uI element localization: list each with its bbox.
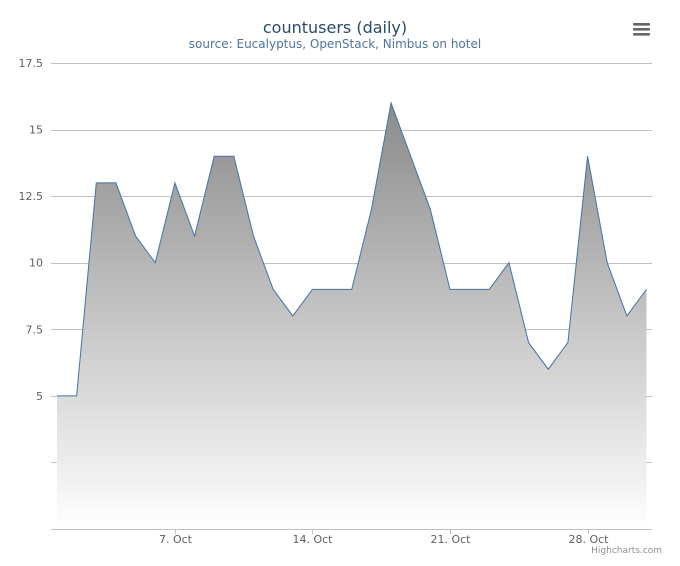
y-tick-label: 7.5 (26, 323, 44, 336)
y-tick-label: 12.5 (19, 190, 44, 203)
x-tick-label: 7. Oct (159, 533, 193, 546)
y-tick-label: 15 (29, 124, 43, 137)
data-point[interactable] (367, 205, 375, 213)
data-point[interactable] (112, 179, 120, 187)
data-point[interactable] (289, 312, 297, 320)
data-point[interactable] (269, 285, 277, 293)
data-point[interactable] (426, 205, 434, 213)
y-tick-label: 10 (29, 257, 43, 270)
chart-title: countusers (daily) (263, 18, 407, 37)
y-tick-label: 17.5 (19, 57, 44, 70)
data-point[interactable] (151, 259, 159, 267)
data-point[interactable] (191, 232, 199, 240)
data-point[interactable] (387, 99, 395, 107)
data-point[interactable] (92, 179, 100, 187)
data-point[interactable] (505, 259, 513, 267)
data-point[interactable] (308, 285, 316, 293)
series-area-fill (57, 102, 647, 529)
data-point[interactable] (348, 285, 356, 293)
data-point[interactable] (466, 285, 474, 293)
x-tick-label: 14. Oct (292, 533, 333, 546)
data-point[interactable] (328, 285, 336, 293)
x-tick-label: 28. Oct (568, 533, 609, 546)
data-point[interactable] (525, 339, 533, 347)
credits-link[interactable]: Highcharts.com (591, 546, 662, 556)
data-point[interactable] (623, 312, 631, 320)
data-point[interactable] (73, 392, 81, 400)
data-point[interactable] (132, 232, 140, 240)
y-axis-labels: 17.5 15 12.5 10 7.5 5 (19, 57, 44, 403)
series-line (57, 101, 647, 397)
data-point[interactable] (407, 152, 415, 160)
data-point[interactable] (53, 392, 61, 400)
chart-subtitle: source: Eucalyptus, OpenStack, Nimbus on… (189, 37, 481, 51)
data-point[interactable] (446, 285, 454, 293)
hamburger-menu-icon[interactable] (632, 21, 652, 39)
data-point[interactable] (603, 259, 611, 267)
data-point[interactable] (564, 339, 572, 347)
data-point[interactable] (544, 365, 552, 373)
data-point[interactable] (210, 152, 218, 160)
data-point[interactable] (584, 152, 592, 160)
y-tick-label: 5 (36, 390, 43, 403)
x-tick-label: 21. Oct (430, 533, 471, 546)
data-point[interactable] (171, 179, 179, 187)
data-point[interactable] (643, 285, 651, 293)
data-point[interactable] (485, 285, 493, 293)
x-axis: 7. Oct 14. Oct 21. Oct 28. Oct (51, 529, 652, 546)
data-point[interactable] (250, 232, 258, 240)
data-point[interactable] (230, 152, 238, 160)
series-area (53, 99, 651, 529)
